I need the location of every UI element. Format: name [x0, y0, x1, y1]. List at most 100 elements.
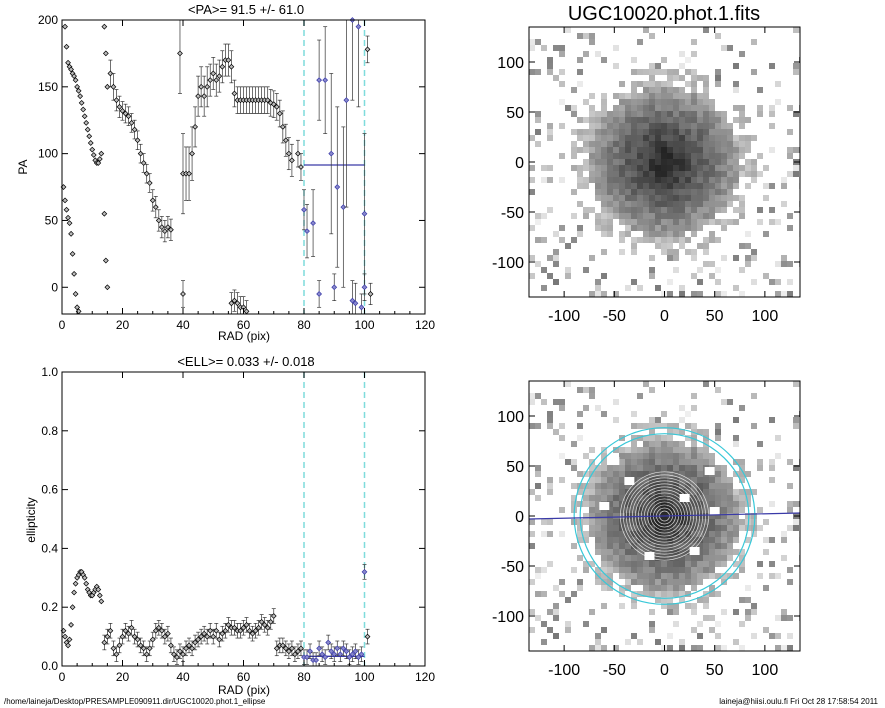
img1-pixel — [721, 219, 727, 225]
pa-point — [358, 304, 365, 311]
img2-pixel — [691, 477, 697, 483]
img1-pixel — [715, 141, 721, 147]
img2-pixel — [775, 645, 781, 651]
img1-pixel — [751, 39, 757, 45]
img1-pixel — [601, 153, 607, 159]
img2-pixel — [727, 513, 733, 519]
ell-point — [225, 621, 232, 628]
pa-point — [74, 83, 81, 90]
img2-pixel — [613, 447, 619, 453]
img1-pixel — [649, 123, 655, 129]
img2-pixel — [649, 429, 655, 435]
img1-pixel — [697, 219, 703, 225]
pa-plot-frame — [61, 19, 426, 315]
img2-pixel — [745, 597, 751, 603]
img2-masked-region — [599, 502, 610, 510]
img2-pixel — [721, 471, 727, 477]
img1-pixel — [667, 237, 673, 243]
img1-pixel — [637, 141, 643, 147]
img2-pixel — [607, 531, 613, 537]
img1-pixel — [661, 183, 667, 189]
img1-pixel — [787, 279, 793, 285]
img1-pixel — [709, 201, 715, 207]
img2-pixel — [721, 645, 727, 651]
img2-pixel — [787, 615, 793, 621]
img1-pixel — [703, 195, 709, 201]
img1-pixel — [739, 105, 745, 111]
img1-pixel — [601, 159, 607, 165]
img1-pixel — [613, 135, 619, 141]
img1-pixel — [691, 141, 697, 147]
img1-pixel — [745, 171, 751, 177]
img2-pixel — [703, 555, 709, 561]
img2-pixel — [655, 495, 661, 501]
ell-x-tick-label: 0 — [59, 670, 66, 684]
img1-pixel — [685, 147, 691, 153]
img1-pixel — [667, 195, 673, 201]
img1-pixel — [643, 207, 649, 213]
img2-pixel — [661, 489, 667, 495]
img1-pixel — [691, 291, 697, 297]
img1-pixel — [679, 165, 685, 171]
img2-pixel — [661, 519, 667, 525]
img1-pixel — [703, 207, 709, 213]
img2-pixel — [613, 549, 619, 555]
pa-point — [304, 228, 310, 235]
img2-pixel — [673, 501, 679, 507]
img2-pixel — [601, 477, 607, 483]
img2-pixel — [643, 519, 649, 525]
img1-pixel — [769, 105, 775, 111]
img1-pixel — [787, 225, 793, 231]
img2-pixel — [685, 477, 691, 483]
img1-pixel — [721, 141, 727, 147]
img2-pixel — [601, 483, 607, 489]
img1-pixel — [781, 183, 787, 189]
img1-pixel — [733, 219, 739, 225]
img2-pixel — [595, 501, 601, 507]
img2-pixel — [631, 453, 637, 459]
img2-pixel — [715, 435, 721, 441]
img1-pixel — [751, 159, 757, 165]
img1-pixel — [787, 213, 793, 219]
img2-pixel — [613, 561, 619, 567]
img1-x-tick-label: 100 — [752, 308, 779, 325]
img1-pixel — [625, 111, 631, 117]
img1-pixel — [691, 75, 697, 81]
pa-point — [231, 90, 238, 97]
img1-pixel — [703, 153, 709, 159]
img2-pixel — [637, 531, 643, 537]
img2-pixel — [577, 531, 583, 537]
img1-pixel — [685, 183, 691, 189]
ell-point — [68, 621, 74, 628]
img2-pixel — [691, 543, 697, 549]
img2-pixel — [547, 609, 553, 615]
img2-pixel — [667, 579, 673, 585]
img1-pixel — [727, 165, 733, 171]
pa-point — [134, 137, 141, 144]
img1-pixel — [679, 231, 685, 237]
ell-point — [240, 624, 247, 631]
img2-pixel — [727, 549, 733, 555]
img2-pixel — [661, 471, 667, 477]
ell-point — [289, 645, 295, 652]
img2-pixel — [559, 423, 565, 429]
img2-pixel — [691, 531, 697, 537]
img2-pixel — [703, 495, 709, 501]
img2-pixel — [739, 459, 745, 465]
pa-point — [102, 50, 109, 57]
img1-pixel — [529, 255, 535, 261]
img1-pixel — [781, 177, 787, 183]
img1-pixel — [571, 147, 577, 153]
img2-pixel — [649, 459, 655, 465]
img1-pixel — [667, 219, 673, 225]
img1-pixel — [541, 237, 547, 243]
img2-pixel — [661, 435, 667, 441]
img1-pixel — [685, 129, 691, 135]
img2-masked-region — [609, 457, 620, 465]
img2-pixel — [691, 507, 697, 513]
img1-pixel — [637, 225, 643, 231]
img2-y-tick-label: 50 — [506, 459, 524, 476]
img2-pixel — [571, 465, 577, 471]
img2-pixel — [625, 639, 631, 645]
img2-pixel — [619, 465, 625, 471]
